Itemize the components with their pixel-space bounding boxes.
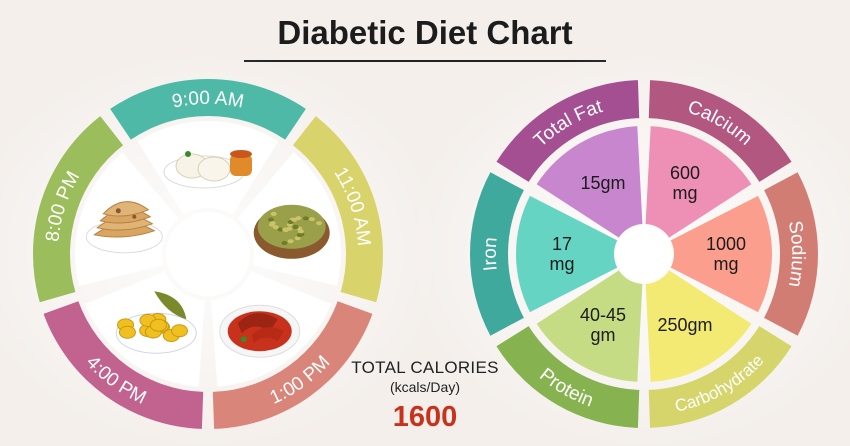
- meal-4-00-pm-ring-segment: [43, 301, 204, 429]
- nutrient-total-fat-ring-segment: [496, 80, 640, 182]
- nutrient-carbohydrate-value: 250gm: [657, 315, 712, 335]
- nutrient-sodium-name: Sodium: [784, 219, 808, 288]
- nutrient-iron-ring-segment: [470, 172, 524, 336]
- nutrient-wheel-center: [616, 226, 672, 282]
- meal-1-00-pm-ring-segment: [212, 301, 373, 429]
- nutrient-total-fat-wedge: [536, 126, 643, 238]
- nutrient-iron-value-line: mg: [549, 254, 574, 274]
- jackfruit-icon: [115, 291, 197, 354]
- nutrient-calcium-value-line: mg: [672, 183, 697, 203]
- meal-9-00-am-ring-segment: [110, 78, 306, 140]
- fish-curry-icon: [219, 304, 301, 358]
- nutrient-iron-value: 17 mg: [549, 234, 574, 274]
- nutrient-calcium-wedge: [645, 126, 752, 238]
- nutrient-sodium-value-line: 1000: [706, 234, 746, 254]
- idli-sambar-icon: [163, 150, 252, 189]
- nutrient-carbohydrate-ring-segment: [648, 326, 792, 428]
- nutrient-carbohydrate-wedge: [645, 270, 752, 382]
- meal-11-00-am-ring-segment: [292, 116, 383, 303]
- nutrient-protein-value-line: gm: [590, 325, 615, 345]
- nutrient-iron-name-path: Iron: [480, 236, 502, 271]
- nutrient-protein-value-line: 40-45: [580, 305, 626, 325]
- total-calories: TOTAL CALORIES (kcals/Day) 1600: [330, 358, 520, 434]
- nutrient-iron-wedge: [516, 195, 618, 313]
- nutrient-iron-name: Iron: [480, 236, 502, 271]
- meal-8-00-pm-ring-segment: [32, 116, 124, 303]
- nutrient-sodium-name-path: Sodium: [784, 219, 808, 288]
- nutrient-protein-ring-segment: [496, 326, 640, 428]
- meal-wheel-center: [166, 212, 250, 296]
- nutrient-protein-value: 40-45 gm: [580, 305, 626, 345]
- total-calories-unit: (kcals/Day): [389, 379, 460, 395]
- nutrient-sodium-value: 1000 mg: [706, 234, 746, 274]
- nutrient-calcium-value-line: 600: [670, 163, 700, 183]
- total-calories-label: TOTAL CALORIES: [351, 358, 499, 377]
- nutrient-calcium-value: 600 mg: [670, 163, 700, 203]
- nutrient-iron-value-line: 17: [552, 234, 572, 254]
- sprouts-bowl-icon: [253, 204, 330, 259]
- total-calories-value: 1600: [392, 401, 458, 433]
- nutrient-carbohydrate-value-line: 250gm: [657, 315, 712, 335]
- nutrient-total-fat-value-line: 15gm: [580, 173, 625, 193]
- chapati-icon: [85, 201, 163, 254]
- title-underline: [244, 60, 606, 62]
- nutrient-calcium-ring-segment: [648, 80, 792, 182]
- nutrient-sodium-value-line: mg: [713, 254, 738, 274]
- nutrient-sodium-ring-segment: [764, 172, 818, 336]
- page-title: Diabetic Diet Chart: [277, 14, 573, 51]
- nutrient-protein-wedge: [536, 270, 643, 382]
- nutrient-total-fat-value: 15gm: [580, 173, 625, 193]
- nutrient-sodium-wedge: [670, 195, 773, 313]
